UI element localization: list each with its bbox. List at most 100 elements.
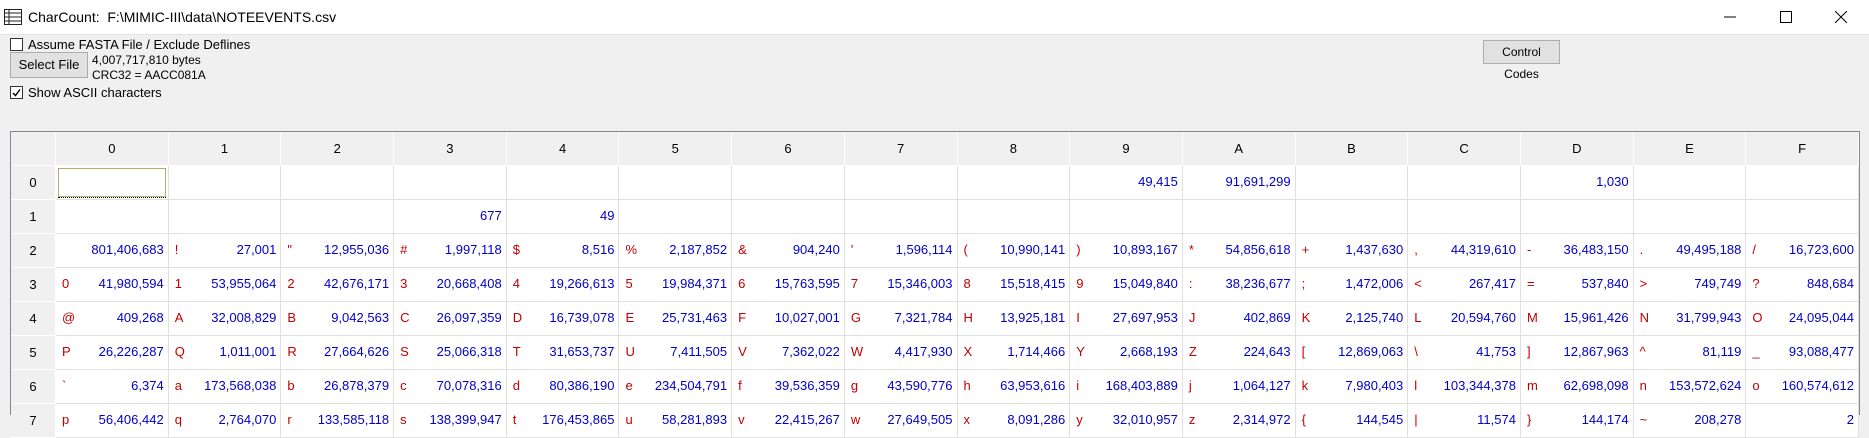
grid-cell[interactable]: Q 1,011,001: [168, 335, 282, 370]
grid-cell[interactable]: e 234,504,791: [618, 369, 733, 404]
grid-cell[interactable]: - 36,483,150: [1520, 233, 1634, 268]
grid-cell[interactable]: +1,437,630: [1295, 233, 1409, 268]
grid-cell[interactable]: f 39,536,359: [731, 369, 845, 404]
grid-cell[interactable]: m 62,698,098: [1520, 369, 1634, 404]
grid-cell[interactable]: [618, 165, 733, 200]
grid-cell[interactable]: ] 12,867,963: [1520, 335, 1634, 370]
grid-cell[interactable]: ' 1,596,114: [844, 233, 958, 268]
grid-cell[interactable]: 7 15,346,003: [844, 267, 958, 302]
show-ascii-checkbox[interactable]: [10, 86, 23, 99]
grid-cell[interactable]: $8,516: [506, 233, 620, 268]
grid-cell[interactable]: c 70,078,316: [393, 369, 507, 404]
grid-cell[interactable]: | 11,574: [1407, 403, 1521, 438]
grid-cell[interactable]: [1069, 199, 1183, 234]
grid-cell[interactable]: [957, 165, 1071, 200]
grid-cell[interactable]: ` 6,374: [55, 369, 169, 404]
grid-cell[interactable]: M 15,961,426: [1520, 301, 1634, 336]
grid-cell[interactable]: 801,406,683: [55, 233, 169, 268]
grid-cell[interactable]: W 4,417,930: [844, 335, 958, 370]
grid-cell[interactable]: v 22,415,267: [731, 403, 845, 438]
grid-cell[interactable]: [1745, 199, 1859, 234]
grid-cell[interactable]: 0 41,980,594: [55, 267, 169, 302]
grid-cell[interactable]: x 8,091,286: [957, 403, 1071, 438]
grid-cell[interactable]: D 16,739,078: [506, 301, 620, 336]
grid-cell[interactable]: 2: [1745, 403, 1859, 438]
grid-cell[interactable]: l 103,344,378: [1407, 369, 1521, 404]
grid-cell[interactable]: w 27,649,505: [844, 403, 958, 438]
grid-cell[interactable]: >749,749: [1633, 267, 1747, 302]
grid-cell[interactable]: {144,545: [1295, 403, 1409, 438]
grid-cell[interactable]: V 7,362,022: [731, 335, 845, 370]
grid-cell[interactable]: [618, 199, 733, 234]
grid-cell[interactable]: @409,268: [55, 301, 169, 336]
grid-cell[interactable]: _ 93,088,477: [1745, 335, 1859, 370]
grid-cell[interactable]: [168, 165, 282, 200]
grid-cell[interactable]: 677: [393, 199, 507, 234]
grid-cell[interactable]: 5 19,984,371: [618, 267, 733, 302]
grid-cell[interactable]: X 1,714,466: [957, 335, 1071, 370]
grid-cell[interactable]: L 20,594,760: [1407, 301, 1521, 336]
grid-cell[interactable]: I 27,697,953: [1069, 301, 1183, 336]
grid-cell[interactable]: T 31,653,737: [506, 335, 620, 370]
grid-cell[interactable]: [1295, 199, 1409, 234]
grid-cell[interactable]: [280, 165, 395, 200]
grid-cell[interactable]: C 26,097,359: [393, 301, 507, 336]
grid-cell[interactable]: [1407, 165, 1521, 200]
grid-cell[interactable]: o 160,574,612: [1745, 369, 1859, 404]
maximize-button[interactable]: [1758, 0, 1814, 34]
grid-cell[interactable]: <267,417: [1407, 267, 1521, 302]
grid-cell[interactable]: [55, 165, 169, 200]
grid-cell[interactable]: J 402,869: [1182, 301, 1296, 336]
grid-cell[interactable]: } 144,174: [1520, 403, 1634, 438]
grid-cell[interactable]: R 27,664,626: [280, 335, 395, 370]
grid-cell[interactable]: 8 15,518,415: [957, 267, 1071, 302]
grid-cell[interactable]: g 43,590,776: [844, 369, 958, 404]
grid-cell[interactable]: K 2,125,740: [1295, 301, 1409, 336]
grid-cell[interactable]: t 176,453,865: [506, 403, 620, 438]
grid-cell[interactable]: #1,997,118: [393, 233, 507, 268]
grid-cell[interactable]: 91,691,299: [1182, 165, 1296, 200]
grid-cell[interactable]: H 13,925,181: [957, 301, 1071, 336]
grid-cell[interactable]: \ 41,753: [1407, 335, 1521, 370]
fasta-checkbox[interactable]: [10, 38, 23, 51]
grid-cell[interactable]: / 16,723,600: [1745, 233, 1859, 268]
grid-cell[interactable]: n 153,572,624: [1633, 369, 1747, 404]
grid-cell[interactable]: 1,030: [1520, 165, 1634, 200]
grid-cell[interactable]: ) 10,893,167: [1069, 233, 1183, 268]
grid-cell[interactable]: N 31,799,943: [1633, 301, 1747, 336]
grid-cell[interactable]: s 138,399,947: [393, 403, 507, 438]
grid-cell[interactable]: G 7,321,784: [844, 301, 958, 336]
close-button[interactable]: [1813, 0, 1869, 34]
grid-cell[interactable]: d 80,386,190: [506, 369, 620, 404]
grid-cell[interactable]: [1295, 165, 1409, 200]
grid-cell[interactable]: b 26,878,379: [280, 369, 395, 404]
grid-cell[interactable]: A 32,008,829: [168, 301, 282, 336]
grid-cell[interactable]: ? 848,684: [1745, 267, 1859, 302]
grid-cell[interactable]: i 168,403,889: [1069, 369, 1183, 404]
grid-cell[interactable]: [55, 199, 169, 234]
grid-cell[interactable]: 1 53,955,064: [168, 267, 282, 302]
grid-cell[interactable]: 9 15,049,840: [1069, 267, 1183, 302]
grid-cell[interactable]: E 25,731,463: [618, 301, 733, 336]
grid-cell[interactable]: 3 20,668,408: [393, 267, 507, 302]
control-codes-button[interactable]: Control Codes: [1483, 40, 1560, 81]
grid-cell[interactable]: ; 1,472,006: [1295, 267, 1409, 302]
grid-cell[interactable]: Z 224,643: [1182, 335, 1296, 370]
grid-cell[interactable]: r 133,585,118: [280, 403, 395, 438]
grid-cell[interactable]: F 10,027,001: [731, 301, 845, 336]
grid-cell[interactable]: : 38,236,677: [1182, 267, 1296, 302]
grid-cell[interactable]: 49: [506, 199, 620, 234]
grid-cell[interactable]: [1633, 165, 1747, 200]
grid-cell[interactable]: a 173,568,038: [168, 369, 282, 404]
grid-cell[interactable]: z 2,314,972: [1182, 403, 1296, 438]
grid-cell[interactable]: [1407, 199, 1521, 234]
grid-cell[interactable]: % 2,187,852: [618, 233, 733, 268]
grid-cell[interactable]: [393, 165, 507, 200]
grid-cell[interactable]: p 56,406,442: [55, 403, 169, 438]
grid-cell[interactable]: (10,990,141: [957, 233, 1071, 268]
grid-cell[interactable]: [1182, 199, 1296, 234]
grid-cell[interactable]: [844, 165, 958, 200]
grid-cell[interactable]: k 7,980,403: [1295, 369, 1409, 404]
grid-cell[interactable]: [1633, 199, 1747, 234]
